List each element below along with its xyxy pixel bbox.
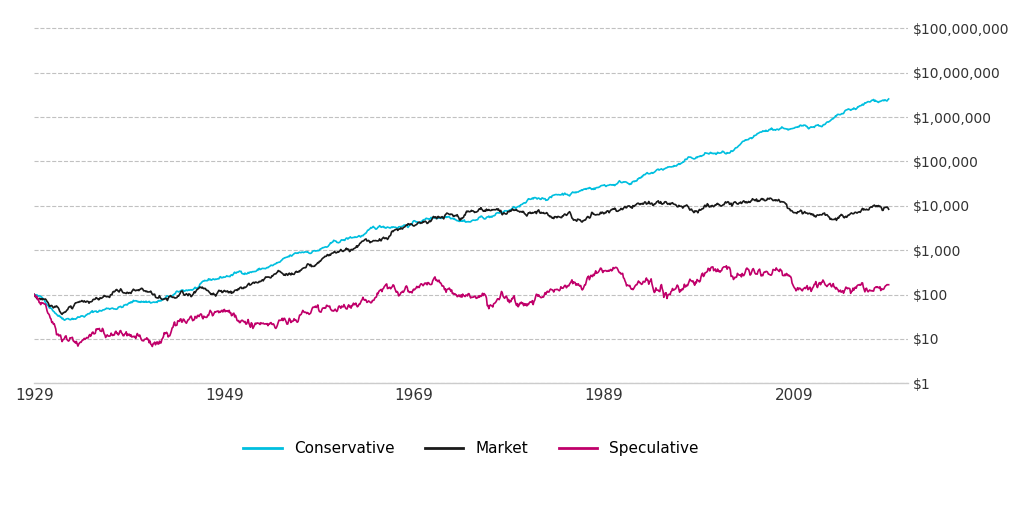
Market: [646, 202, 658, 208]
Market: [140, 288, 153, 294]
Speculative: [883, 282, 895, 288]
Market: [470, 209, 482, 215]
Market: [883, 206, 895, 212]
Line: Speculative: Speculative: [35, 266, 889, 346]
Conservative: [346, 235, 358, 241]
Speculative: [346, 302, 358, 309]
Speculative: [255, 321, 267, 327]
Speculative: [646, 284, 658, 290]
Market: [764, 195, 776, 201]
Line: Market: Market: [35, 198, 889, 314]
Speculative: [140, 336, 153, 342]
Speculative: [720, 263, 732, 269]
Line: Conservative: Conservative: [35, 99, 889, 320]
Conservative: [883, 96, 895, 102]
Speculative: [470, 295, 482, 301]
Conservative: [58, 317, 71, 323]
Speculative: [828, 284, 841, 290]
Conservative: [140, 299, 153, 305]
Market: [29, 291, 41, 297]
Market: [56, 311, 69, 317]
Market: [346, 247, 358, 253]
Speculative: [146, 343, 159, 349]
Conservative: [255, 266, 267, 272]
Conservative: [827, 115, 840, 121]
Speculative: [29, 291, 41, 297]
Market: [828, 216, 841, 222]
Conservative: [470, 217, 482, 223]
Legend: Conservative, Market, Speculative: Conservative, Market, Speculative: [238, 435, 705, 462]
Market: [255, 278, 267, 284]
Conservative: [29, 291, 41, 297]
Conservative: [646, 170, 658, 176]
